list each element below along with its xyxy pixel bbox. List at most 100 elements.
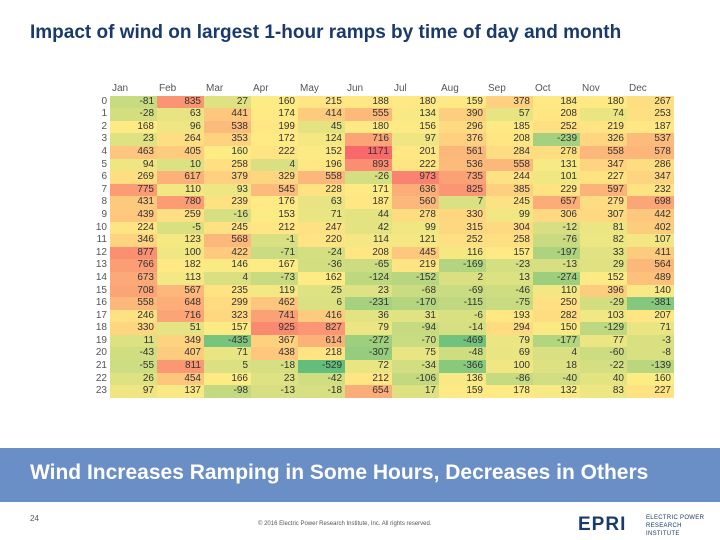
heatmap-cell: 72 xyxy=(345,360,392,373)
heatmap-cell: 23 xyxy=(110,133,157,146)
row-header: 22 xyxy=(86,372,110,386)
heatmap-cell: 201 xyxy=(392,145,439,159)
heatmap-cell: 180 xyxy=(392,95,439,109)
heatmap-cell: 123 xyxy=(157,234,204,247)
heatmap-cell: -307 xyxy=(345,347,392,361)
heatmap-cell: 367 xyxy=(251,334,298,348)
heatmap-cell: -12 xyxy=(533,221,580,235)
heatmap-cell: 160 xyxy=(204,145,251,159)
heatmap-cell: 925 xyxy=(251,322,298,335)
heatmap-cell: 716 xyxy=(345,133,392,146)
heatmap-cell: -98 xyxy=(204,385,251,398)
row-header: 9 xyxy=(86,208,110,222)
column-header: May xyxy=(298,83,345,96)
conclusion-text: Wind Increases Ramping in Some Hours, De… xyxy=(30,461,649,484)
heatmap-cell: 244 xyxy=(486,171,533,184)
heatmap-cell: -48 xyxy=(439,347,486,361)
heatmap-cell: 306 xyxy=(533,208,580,222)
heatmap-cell: -13 xyxy=(533,259,580,272)
heatmap-cell: 69 xyxy=(486,347,533,361)
heatmap-cell: 284 xyxy=(486,145,533,159)
heatmap-cell: -274 xyxy=(533,271,580,285)
heatmap-cell: 7 xyxy=(439,196,486,209)
heatmap-cell: 51 xyxy=(157,322,204,335)
heatmap-cell: -1 xyxy=(251,234,298,247)
heatmap-cell: 454 xyxy=(157,372,204,386)
table-row: 17 246 716 323 741 416 36 31 -6 193 282 103 207 xyxy=(86,309,674,323)
heatmap-cell: -529 xyxy=(298,360,345,373)
heatmap-cell: -81 xyxy=(110,95,157,109)
heatmap-cell: 617 xyxy=(157,171,204,184)
heatmap-cell: 110 xyxy=(157,183,204,197)
heatmap-cell: 81 xyxy=(580,221,627,235)
heatmap-cell: 174 xyxy=(251,108,298,121)
heatmap-cell: 462 xyxy=(251,297,298,310)
heatmap-cell: -197 xyxy=(533,246,580,260)
heatmap-cell: 442 xyxy=(627,208,674,222)
row-header: 5 xyxy=(86,158,110,172)
table-row: 11 346 123 568 -1 220 114 121 252 258 -76 82 107 xyxy=(86,234,674,247)
heatmap-cell: -177 xyxy=(533,334,580,348)
heatmap-cell: 119 xyxy=(251,284,298,298)
heatmap-cell: 152 xyxy=(580,271,627,285)
heatmap-cell: -129 xyxy=(580,322,627,335)
heatmap-cell: 431 xyxy=(110,196,157,209)
heatmap-cell: 379 xyxy=(204,171,251,184)
heatmap-cell: -29 xyxy=(580,297,627,310)
heatmap-cell: 708 xyxy=(110,284,157,298)
heatmap-cell: 101 xyxy=(533,171,580,184)
column-header: Apr xyxy=(251,83,298,96)
heatmap-cell: 561 xyxy=(439,145,486,159)
row-header: 16 xyxy=(86,297,110,310)
heatmap-cell: 44 xyxy=(345,208,392,222)
heatmap-cell: 6 xyxy=(298,297,345,310)
heatmap-cell: 77 xyxy=(580,334,627,348)
epri-logo-mark: EPRI xyxy=(578,514,625,533)
heatmap-cell: 107 xyxy=(627,234,674,247)
heatmap-cell: 10 xyxy=(157,158,204,172)
heatmap-cell: 439 xyxy=(110,208,157,222)
page-number: 24 xyxy=(30,514,39,523)
column-header: Jan xyxy=(110,83,157,96)
heatmap-cell: -28 xyxy=(110,108,157,121)
heatmap-cell: 537 xyxy=(627,133,674,146)
table-row: 20 -43 407 71 438 218 -307 75 -48 69 4 -60 -8 xyxy=(86,347,674,361)
heatmap-cell: -43 xyxy=(110,347,157,361)
heatmap-cell: 227 xyxy=(580,171,627,184)
heatmap-cell: 407 xyxy=(157,347,204,361)
heatmap-cell: 775 xyxy=(110,183,157,197)
heatmap-cell: 83 xyxy=(580,385,627,398)
heatmap-cell: 347 xyxy=(627,171,674,184)
row-header: 3 xyxy=(86,133,110,146)
table-row: 19 11 349 -435 367 614 -272 -70 -469 79 -177 77 -3 xyxy=(86,334,674,348)
heatmap-cell: 171 xyxy=(345,183,392,197)
heatmap-cell: -55 xyxy=(110,360,157,373)
row-header: 18 xyxy=(86,322,110,335)
table-row: 12 877 100 422 -71 -24 208 445 116 157 -197 33 411 xyxy=(86,246,674,260)
heatmap-cell: -272 xyxy=(345,334,392,348)
table-row: 7 775 110 93 545 228 171 636 825 385 229 597 232 xyxy=(86,183,674,197)
heatmap-cell: 40 xyxy=(580,372,627,386)
table-row: 21 -55 811 5 -18 -529 72 -34 -366 100 18 -22 -139 xyxy=(86,360,674,373)
heatmap-cell: 103 xyxy=(580,309,627,323)
heatmap-cell: 207 xyxy=(627,309,674,323)
heatmap-cell: 264 xyxy=(157,133,204,146)
heatmap-cell: 113 xyxy=(157,271,204,285)
heatmap-cell: -18 xyxy=(298,385,345,398)
table-row: 6 269 617 379 329 558 -26 973 735 244 101 227 347 xyxy=(86,171,674,184)
heatmap-cell: 79 xyxy=(486,334,533,348)
heatmap-cell: 299 xyxy=(204,297,251,310)
heatmap-cell: 222 xyxy=(392,158,439,172)
column-header: Aug xyxy=(439,83,486,96)
heatmap-cell: 269 xyxy=(110,171,157,184)
heatmap-cell: 110 xyxy=(533,284,580,298)
heatmap-cell: 835 xyxy=(157,95,204,109)
heatmap-cell: 157 xyxy=(486,246,533,260)
heatmap-cell: -18 xyxy=(251,360,298,373)
heatmap-cell: 330 xyxy=(110,322,157,335)
heatmap-cell: 229 xyxy=(533,183,580,197)
heatmap-cell: 441 xyxy=(204,108,251,121)
heatmap-cell: 564 xyxy=(627,259,674,272)
heatmap-cell: 23 xyxy=(345,284,392,298)
heatmap-cell: -69 xyxy=(439,284,486,298)
